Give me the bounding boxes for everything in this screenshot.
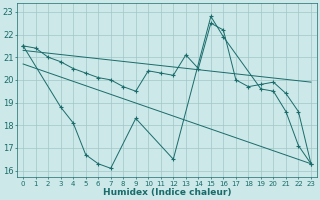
X-axis label: Humidex (Indice chaleur): Humidex (Indice chaleur) — [103, 188, 231, 197]
